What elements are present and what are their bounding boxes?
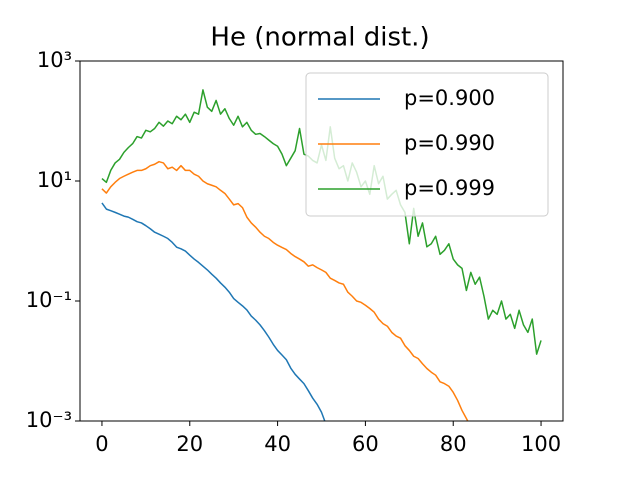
legend: p=0.900 p=0.990 p=0.999: [305, 72, 549, 217]
x-tick-label: 40: [264, 432, 291, 456]
legend-box: [305, 72, 549, 217]
series-line: [101, 160, 469, 421]
legend-label: p=0.900: [404, 86, 495, 110]
y-tick-label: 10⁻¹: [26, 288, 72, 312]
y-tick-label: 10¹: [37, 168, 72, 192]
x-tick-label: 20: [176, 432, 203, 456]
y-tick-label: 10⁻³: [26, 408, 72, 432]
legend-label: p=0.990: [404, 131, 495, 155]
x-tick-label: 0: [95, 432, 108, 456]
plot-frame: [79, 60, 564, 422]
chart-title: He (normal dist.): [210, 23, 429, 53]
x-tick-label: 80: [440, 432, 467, 456]
y-tick-label: 10³: [37, 48, 72, 72]
x-tick-label: 100: [521, 432, 561, 456]
legend-label: p=0.999: [404, 176, 495, 200]
x-tick-label: 60: [352, 432, 379, 456]
series-line: [101, 202, 326, 421]
